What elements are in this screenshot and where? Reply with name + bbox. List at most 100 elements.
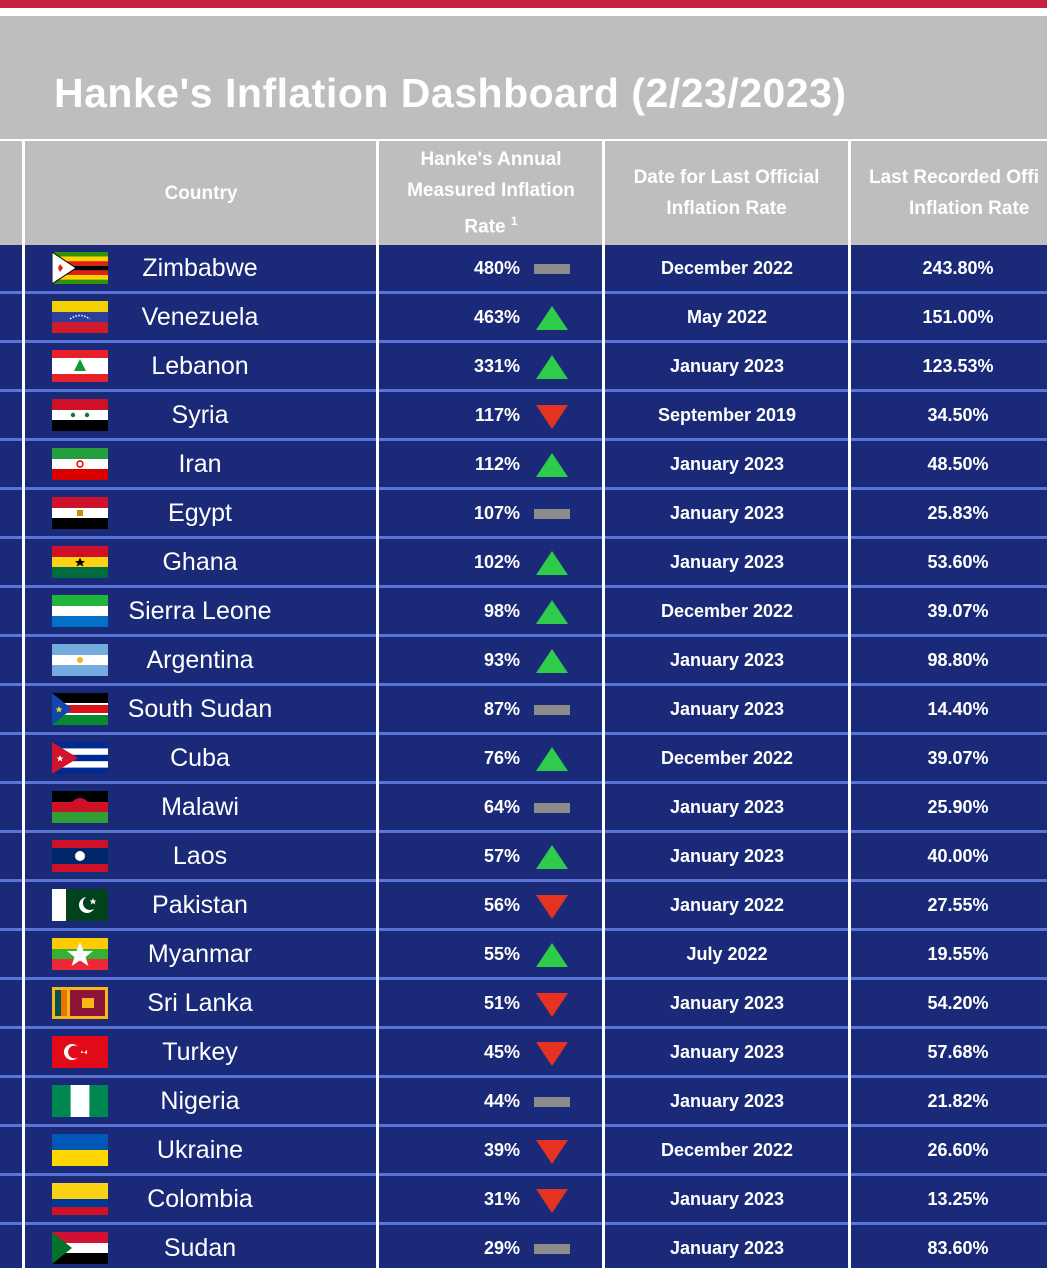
last-official-rate: 53.60% [927,551,989,572]
sierra-leone-flag [52,595,108,627]
header-footnote-marker: 1 [510,213,518,228]
turkey-flag [52,1036,108,1068]
trend-up-icon [534,451,570,479]
last-official-rate: 123.53% [922,355,994,376]
table-row: Cuba 76% December 2022 39.07% [0,735,1047,781]
row-divider [0,389,1047,392]
ghana-flag [52,546,108,578]
trend-flat-icon [534,794,570,822]
last-official-rate: 25.90% [927,796,989,817]
header-hanke-rate-line3: Rate 1 [464,206,517,242]
last-official-rate: 25.83% [927,502,989,523]
trend-up-icon [534,941,570,969]
trend-flat-icon [534,255,570,283]
header-hanke-rate-word: Rate [464,216,506,238]
trend-flat-icon [534,500,570,528]
header-hanke-rate: Hanke's Annual Measured Inflation Rate 1 [380,141,602,245]
last-official-date: January 2023 [669,1090,785,1111]
table-header: Country Hanke's Annual Measured Inflatio… [0,141,1047,245]
trend-down-icon [534,402,570,430]
hanke-rate-value: 57% [483,845,520,866]
hanke-rate-value: 64% [483,796,520,817]
row-divider [0,1173,1047,1176]
country-name: Lebanon [151,351,249,380]
trend-flat-icon [534,1235,570,1263]
last-official-date: December 2022 [660,1139,794,1160]
country-name: Turkey [162,1037,238,1066]
header-country: Country [25,141,377,245]
last-official-date: January 2023 [669,796,785,817]
last-official-rate: 27.55% [927,894,989,915]
country-name: Sri Lanka [147,988,253,1017]
hanke-rate-value: 76% [483,747,520,768]
last-official-rate: 14.40% [927,698,989,719]
country-name: Syria [171,400,229,429]
last-official-rate: 98.80% [927,649,989,670]
row-divider [0,438,1047,441]
trend-down-icon [534,1039,570,1067]
table-row: Argentina 93% January 2023 98.80% [0,637,1047,683]
ukraine-flag [52,1134,108,1166]
title-bar: Hanke's Inflation Dashboard (2/23/2023) [0,16,1047,139]
last-official-rate: 243.80% [922,257,994,278]
trend-flat-icon [534,696,570,724]
table-row: Colombia 31% January 2023 13.25% [0,1176,1047,1222]
country-name: Laos [172,841,228,870]
trend-up-icon [534,843,570,871]
last-official-rate: 13.25% [927,1188,989,1209]
hanke-rate-value: 45% [483,1041,520,1062]
column-divider [602,141,605,1272]
top-accent-bar [0,0,1047,8]
iran-flag [52,448,108,480]
row-divider [0,536,1047,539]
header-last-line1: Last Recorded Offi [869,167,1039,188]
hanke-rate-value: 44% [483,1090,520,1111]
row-divider [0,634,1047,637]
sudan-flag [52,1232,108,1264]
table-row: Syria 117% September 2019 34.50% [0,392,1047,438]
last-official-rate: 19.55% [927,943,989,964]
malawi-flag [52,791,108,823]
last-official-date: January 2022 [669,894,785,915]
row-divider [0,1075,1047,1078]
country-name: Colombia [147,1184,253,1213]
last-official-date: January 2023 [669,1188,785,1209]
row-divider [0,1124,1047,1127]
row-divider [0,977,1047,980]
country-name: Nigeria [160,1086,240,1115]
table-row: South Sudan 87% January 2023 14.40% [0,686,1047,732]
row-divider [0,928,1047,931]
hanke-rate-value: 87% [483,698,520,719]
last-official-rate: 48.50% [927,453,989,474]
trend-up-icon [534,745,570,773]
last-official-rate: 57.68% [927,1041,989,1062]
trend-down-icon [534,1137,570,1165]
table-row: Turkey 45% January 2023 57.68% [0,1029,1047,1075]
country-name: Pakistan [152,890,248,919]
column-divider [376,141,379,1272]
row-divider [0,1026,1047,1029]
header-country-label: Country [164,182,238,204]
column-divider [22,141,25,1272]
trend-down-icon [534,1186,570,1214]
hanke-rate-value: 29% [483,1237,520,1258]
country-name: Argentina [146,645,254,674]
hanke-rate-value: 117% [474,404,520,425]
last-official-date: December 2022 [660,747,794,768]
argentina-flag [52,644,108,676]
table-row: Sri Lanka 51% January 2023 54.20% [0,980,1047,1026]
country-name: Zimbabwe [142,253,258,282]
last-official-date: January 2023 [669,1041,785,1062]
row-divider [0,585,1047,588]
hanke-rate-value: 112% [474,453,520,474]
trend-up-icon [534,549,570,577]
last-official-date: December 2022 [660,257,794,278]
laos-flag [52,840,108,872]
row-divider [0,1222,1047,1225]
trend-up-icon [534,353,570,381]
table-row: Egypt 107% January 2023 25.83% [0,490,1047,536]
country-name: Myanmar [147,939,253,968]
last-official-rate: 151.00% [922,306,994,327]
header-date: Date for Last Official Inflation Rate [605,141,848,245]
hanke-rate-value: 55% [483,943,520,964]
